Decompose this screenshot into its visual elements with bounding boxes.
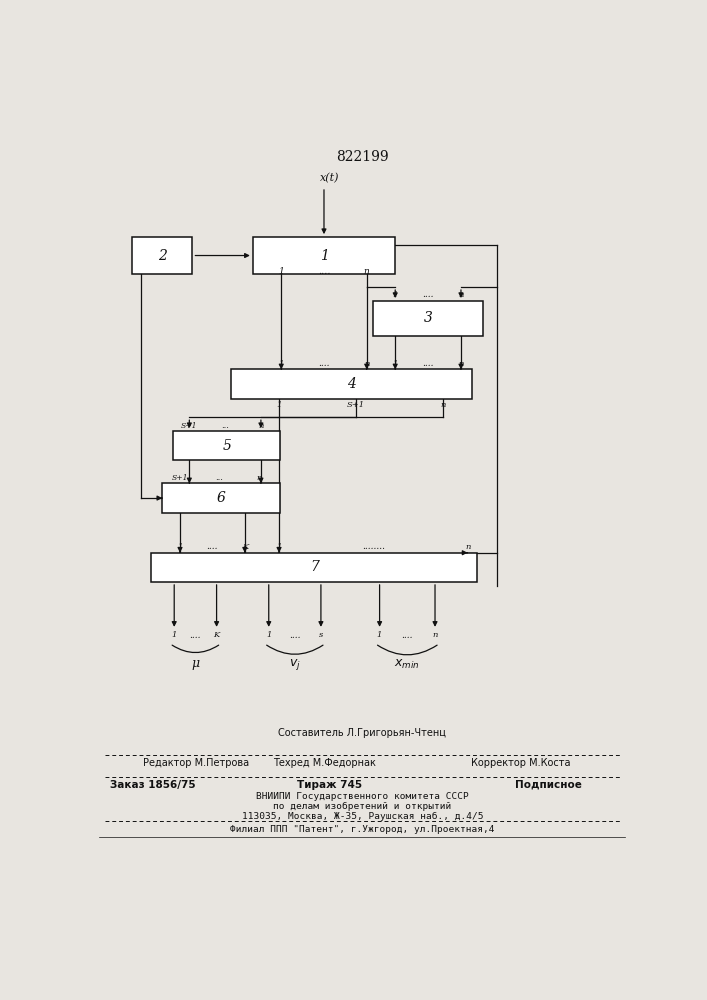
Text: 3: 3: [423, 311, 433, 325]
Text: Подписное: Подписное: [515, 780, 582, 790]
Text: 1: 1: [320, 249, 329, 263]
Text: $v_j$: $v_j$: [289, 657, 300, 672]
Text: 822199: 822199: [336, 150, 389, 164]
Bar: [173, 431, 280, 460]
Text: 6: 6: [217, 491, 226, 505]
Text: ....: ....: [318, 359, 329, 368]
Text: ...: ...: [221, 422, 229, 430]
Text: K: K: [242, 543, 248, 551]
Text: 1: 1: [172, 631, 177, 639]
Bar: [163, 483, 280, 513]
Text: n: n: [465, 543, 470, 551]
Text: Редактор М.Петрова: Редактор М.Петрова: [144, 758, 250, 768]
Text: n: n: [440, 401, 445, 409]
Text: Корректор М.Коста: Корректор М.Коста: [471, 758, 571, 768]
Text: $x_{min}$: $x_{min}$: [395, 657, 420, 671]
Text: 7: 7: [310, 560, 319, 574]
Text: 4: 4: [347, 377, 356, 391]
Text: ....: ....: [422, 290, 434, 299]
Text: n: n: [364, 267, 370, 276]
Text: 1: 1: [392, 360, 398, 368]
Text: Филиал ППП "Патент", г.Ужгород, ул.Проектная,4: Филиал ППП "Патент", г.Ужгород, ул.Проек…: [230, 825, 495, 834]
Text: S+1: S+1: [347, 401, 366, 409]
Text: 1: 1: [279, 267, 284, 276]
Text: ....: ....: [422, 359, 434, 368]
Text: ...: ...: [216, 474, 223, 482]
Text: Тираж 745: Тираж 745: [297, 780, 362, 790]
Text: n: n: [458, 360, 464, 368]
Text: ВНИИПИ Государственного комитета СССР: ВНИИПИ Государственного комитета СССР: [256, 792, 469, 801]
Text: 2: 2: [158, 249, 167, 263]
Text: μ: μ: [192, 657, 199, 670]
Text: n: n: [256, 474, 262, 482]
Text: 1: 1: [279, 360, 284, 368]
Text: 1: 1: [276, 401, 282, 409]
Text: s: s: [319, 631, 323, 639]
Text: ....: ....: [289, 631, 300, 640]
Bar: [151, 553, 477, 582]
Text: 113035, Москва, Ж-35, Раушская наб., д.4/5: 113035, Москва, Ж-35, Раушская наб., д.4…: [242, 812, 483, 821]
Text: K: K: [214, 631, 220, 639]
Text: n: n: [433, 631, 438, 639]
Text: Составитель Л.Григорьян-Чтенц: Составитель Л.Григорьян-Чтенц: [279, 728, 446, 738]
Bar: [253, 237, 395, 274]
Text: 1: 1: [266, 631, 271, 639]
Text: ....: ....: [189, 631, 201, 640]
Text: 1: 1: [177, 543, 182, 551]
Text: S+1: S+1: [181, 422, 197, 430]
Text: по делам изобретений и открытий: по делам изобретений и открытий: [273, 802, 452, 811]
Text: Техред М.Федорнак: Техред М.Федорнак: [272, 758, 375, 768]
Text: x(t): x(t): [320, 173, 339, 183]
Text: n: n: [258, 422, 264, 430]
Bar: [231, 369, 472, 399]
Text: 1: 1: [392, 291, 398, 299]
Text: n: n: [458, 291, 464, 299]
Text: ........: ........: [362, 542, 385, 551]
Text: ....: ....: [402, 631, 413, 640]
Text: ....: ....: [317, 267, 330, 276]
Text: 1: 1: [276, 543, 282, 551]
Text: Заказ 1856/75: Заказ 1856/75: [110, 780, 196, 790]
Text: n: n: [364, 360, 370, 368]
Text: S+1: S+1: [172, 474, 188, 482]
Bar: [132, 237, 192, 274]
Text: 1: 1: [377, 631, 382, 639]
Bar: [373, 301, 483, 336]
Text: ....: ....: [206, 542, 218, 551]
Text: 5: 5: [222, 439, 231, 453]
